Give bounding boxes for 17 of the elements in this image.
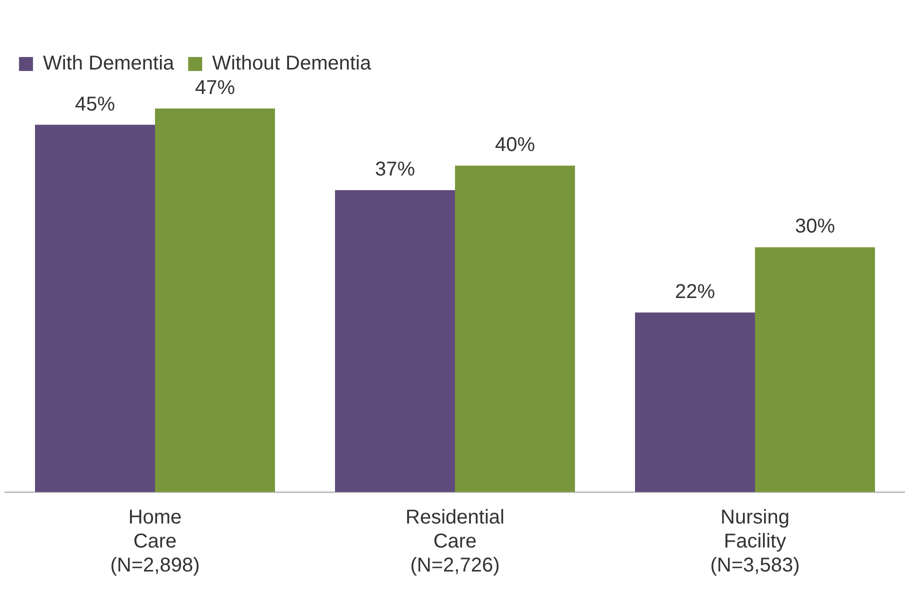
data-label: 45% (74, 93, 116, 116)
bar (335, 190, 455, 492)
data-label: 30% (794, 216, 836, 238)
bar (755, 247, 875, 492)
data-label: 37% (374, 158, 416, 181)
legend-label: With Dementia (43, 52, 176, 75)
data-label: 40% (494, 134, 536, 156)
data-label: 47% (194, 76, 236, 99)
x-tick-label: Home Care (N=2,898) (110, 506, 200, 577)
bar (155, 108, 275, 492)
data-label: 22% (674, 280, 716, 303)
bar (635, 312, 755, 492)
x-tick-label: Residential Care (N=2,726) (406, 506, 504, 577)
x-tick-label: Nursing Facility (N=3,583) (710, 506, 800, 577)
legend-label: Without Dementia (212, 52, 372, 75)
bar (35, 124, 155, 492)
bar (455, 166, 575, 492)
